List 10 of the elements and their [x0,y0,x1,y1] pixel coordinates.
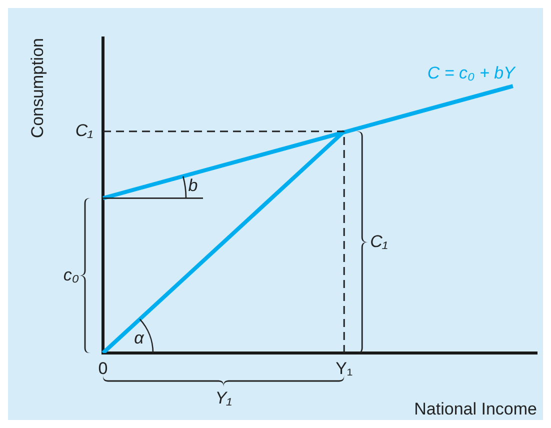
text: Y₁ [215,388,232,408]
y-axis-title: Consumption [28,38,47,138]
x-axis-title: National Income [414,399,537,418]
annotation: α [134,328,146,348]
annotation: C₁ [370,232,388,251]
ref-line-label: C₁ [75,121,93,140]
series-label: C = c₀ + bY [427,63,517,82]
x-tick-label: 0 [98,358,108,378]
text: c₀ [63,265,79,284]
annotation: b [188,176,198,195]
